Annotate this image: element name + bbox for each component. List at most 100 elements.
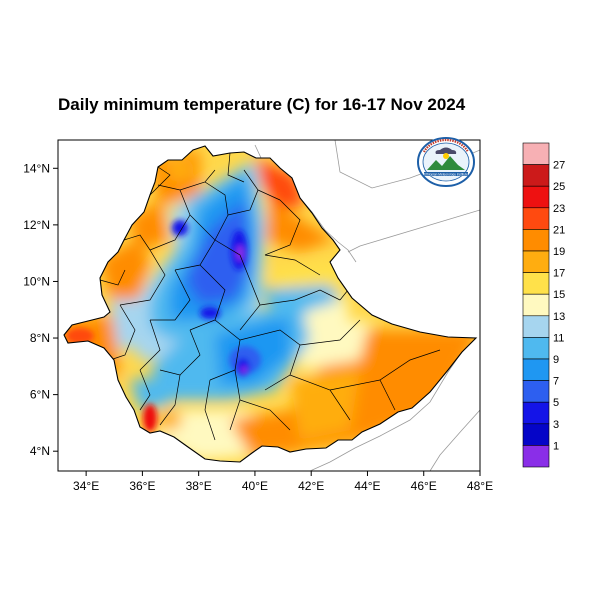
colorbar-label: 19 [553,246,565,258]
admin-boundary-line [159,374,181,426]
colorbar-label: 21 [553,224,565,236]
colorbar-label: 23 [553,203,565,215]
temperature-zone [290,370,360,440]
colorbar-label: 7 [553,376,559,388]
x-axis: 34°E 36°E 38°E 40°E 42°E 44°E 46°E 48°E [73,471,493,493]
colorbar-label: 25 [553,181,565,193]
somalia-coast-line [309,339,471,471]
logo-text: Ethiopian Meteorology Institute [424,173,468,177]
x-tick-label: 36°E [129,479,155,493]
admin-boundary-line [99,269,126,286]
admin-boundary-line [214,239,251,281]
admin-boundary-line [109,304,136,361]
colorbar-label: 15 [553,289,565,301]
x-tick-label: 38°E [186,479,212,493]
colorbar-label: 13 [553,311,565,323]
y-tick-label: 4°N [30,444,50,458]
temperature-zone [66,328,94,344]
admin-boundary-line [159,329,201,376]
ethiopian-meteorology-institute-logo: Ethiopian Meteorology Institute [417,137,475,187]
admin-boundary-line [257,189,281,201]
admin-boundary-line [379,379,396,411]
gulf-aden-line [347,209,480,253]
colorbar-swatch [522,445,550,468]
admin-boundary-line [157,169,216,191]
admin-boundary-line [204,181,229,241]
admin-boundary-line [189,264,226,331]
admin-boundary-line [139,319,161,371]
x-tick-label: 46°E [411,479,437,493]
colorbar-label: 17 [553,268,565,280]
admin-boundary-line [299,319,361,346]
temperature-zone [230,410,300,455]
colorbar: 27 25 23 21 19 17 15 13 11 9 7 5 3 1 [522,142,565,468]
temperature-zone [260,285,340,320]
colorbar-swatch [522,380,550,403]
colorbar-label: 5 [553,397,559,409]
colorbar-label: 9 [553,354,559,366]
temperature-zone [110,300,150,350]
y-axis: 14°N 12°N 10°N 8°N 6°N 4°N [23,161,58,458]
temperature-zone [172,220,188,236]
admin-boundary-line [227,152,245,183]
somalia-east-line [429,409,480,471]
mountain-icon [427,156,465,170]
colorbar-swatch [522,250,550,273]
colorbar-label: 1 [553,440,559,452]
temperature-zone [255,158,305,210]
colorbar-swatch [522,164,550,187]
colorbar-label: 11 [553,332,564,344]
admin-boundary-line [139,369,151,411]
colorbar-swatch [522,293,550,317]
admin-boundary-line [264,199,301,256]
colorbar-swatch [522,272,550,295]
admin-boundary-line [123,234,151,251]
map-frame [57,139,481,472]
colorbar-swatch [522,185,550,209]
colorbar-label: 3 [553,419,559,431]
y-tick-label: 10°N [23,274,50,288]
temperature-zone [128,200,170,250]
temperature-zone [241,366,247,374]
colorbar-swatch [522,423,550,446]
temperature-zone [236,245,244,261]
sun-icon [443,153,449,159]
admin-boundary-line [239,399,291,431]
colorbar-swatch [522,337,550,360]
colorbar-label: 27 [553,160,565,172]
x-tick-label: 48°E [467,479,493,493]
temperature-zone [166,158,194,182]
admin-boundary-line [150,269,191,321]
admin-boundary-line [119,249,166,306]
admin-boundary-line [149,189,191,251]
y-tick-label: 12°N [23,218,50,232]
colorbar-swatch [522,207,550,230]
admin-boundary-line [209,319,241,381]
colorbar-swatch [522,401,550,425]
temperature-zone [143,404,157,432]
x-tick-label: 44°E [354,479,380,493]
colorbar-swatch [522,229,550,252]
admin-boundary-line [259,289,341,306]
map-title: Daily minimum temperature (C) for 16-17 … [58,95,466,114]
temperature-zone [200,307,220,319]
colorbar-swatch [522,358,550,381]
x-tick-label: 34°E [73,479,99,493]
y-tick-label: 14°N [23,161,50,175]
y-tick-label: 8°N [30,331,50,345]
cloud-icon [435,147,457,154]
x-tick-label: 40°E [242,479,268,493]
admin-boundary-line [329,349,441,391]
admin-boundary-line [174,214,216,271]
ethiopia-border [63,145,478,463]
colorbar-swatch [522,315,550,338]
admin-boundaries [99,152,441,441]
admin-boundary-line [227,169,259,216]
y-tick-label: 6°N [30,388,50,402]
temperature-zone [130,378,170,410]
colorbar-swatch [522,142,550,165]
temperature-zone [158,410,182,430]
admin-boundary-line [149,166,171,196]
temperature-zone [265,200,335,252]
